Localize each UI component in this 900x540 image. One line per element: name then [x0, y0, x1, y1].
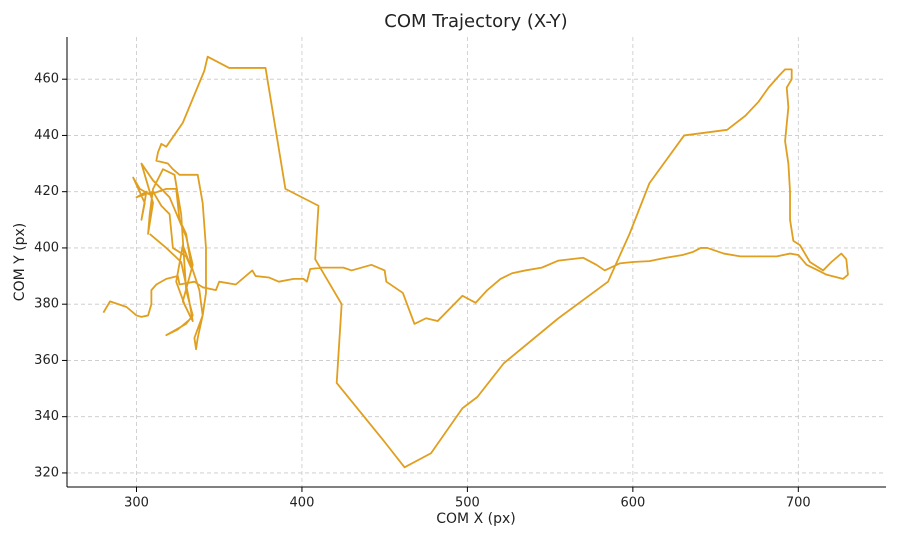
x-tick-label: 600 [620, 496, 645, 511]
y-tick-label: 380 [34, 297, 59, 312]
trajectory-line [102, 55, 849, 469]
y-tick-label: 340 [34, 409, 59, 424]
y-tick-label: 360 [34, 353, 59, 368]
y-tick-label: 420 [34, 184, 59, 199]
y-axis-label: COM Y (px) [12, 223, 28, 301]
x-tick-label: 400 [290, 496, 315, 511]
chart-title: COM Trajectory (X-Y) [384, 11, 567, 32]
x-tick-label: 300 [124, 496, 149, 511]
x-axis-label: COM X (px) [436, 511, 515, 527]
plot-area [102, 55, 849, 469]
y-tick-label: 460 [34, 72, 59, 87]
x-tick-label: 500 [455, 496, 480, 511]
y-tick-label: 320 [34, 465, 59, 480]
y-tick-label: 440 [34, 128, 59, 143]
x-tick-label: 700 [786, 496, 811, 511]
y-tick-label: 400 [34, 240, 59, 255]
